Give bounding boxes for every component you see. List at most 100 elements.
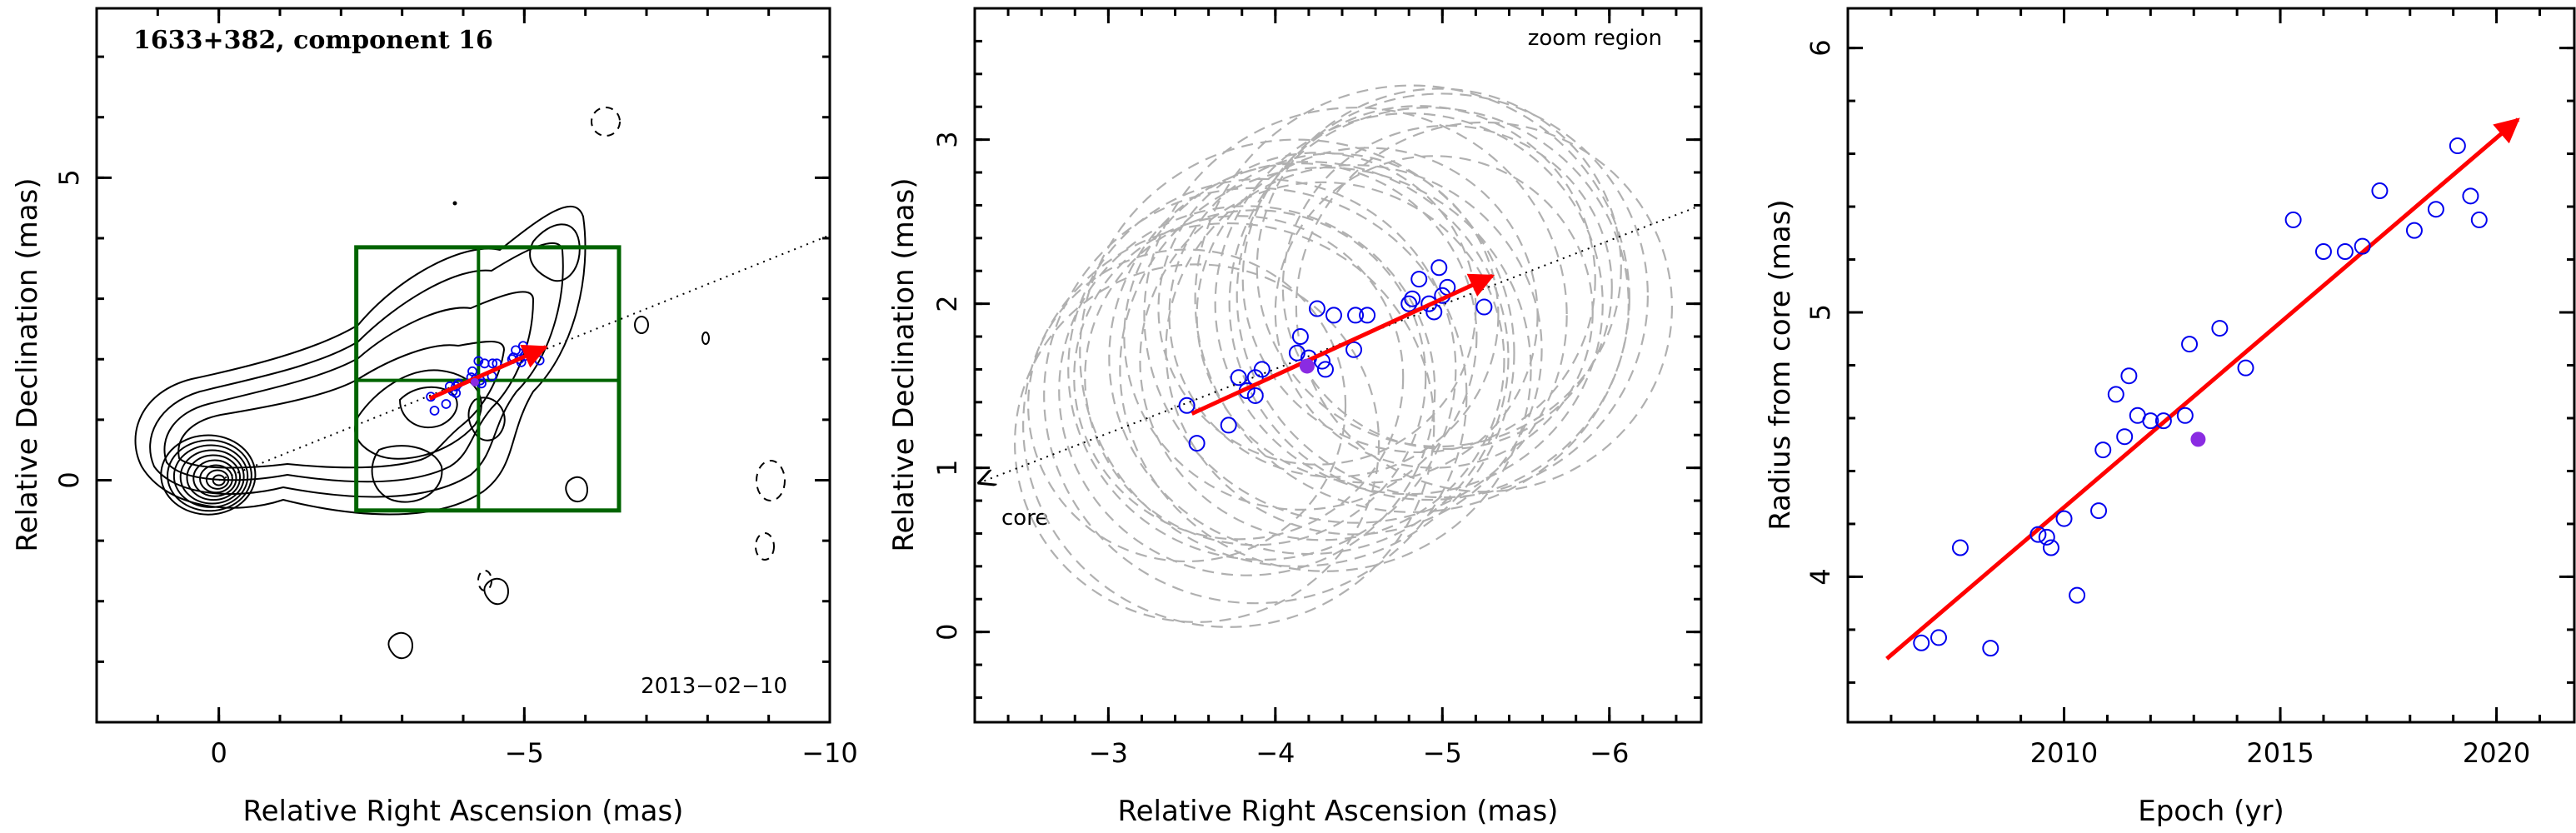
radius-point	[2142, 412, 2159, 430]
panel2-ylabel: Relative Declination (mas)	[887, 177, 921, 551]
beam-circle	[1139, 181, 1505, 541]
radius-point	[2176, 407, 2194, 424]
component-position	[1291, 328, 1309, 346]
component-position-marker	[511, 345, 521, 356]
panel3-xlabel: Epoch (yr)	[2138, 795, 2284, 828]
radius-point	[2314, 243, 2332, 261]
beam-circle	[1281, 124, 1613, 451]
component-position	[1347, 307, 1365, 324]
p2-ytick-label: 0	[931, 623, 963, 640]
beam-circle	[1236, 92, 1649, 499]
p1-ytick-label: 0	[53, 471, 85, 488]
panel3-ylabel: Radius from core (mas)	[1764, 199, 1797, 530]
highlight-marker	[470, 377, 479, 387]
component-position	[1475, 298, 1493, 316]
radius-point	[2371, 182, 2389, 200]
p1-xtick-label: −10	[801, 737, 858, 769]
jet-contour	[163, 291, 535, 483]
radius-point	[2038, 528, 2055, 546]
radius-point	[2055, 510, 2073, 527]
p2-ytick-label: 2	[931, 295, 963, 312]
jet-contour	[354, 369, 482, 460]
jet-contour	[177, 341, 506, 469]
component-position	[1359, 307, 1376, 324]
beam-circle	[1108, 161, 1510, 556]
p2-xtick-label: −3	[1089, 737, 1128, 769]
jet-contour	[565, 476, 589, 503]
beam-circle	[1196, 147, 1539, 484]
isolated-contour	[701, 332, 710, 345]
p3-ytick-label: 6	[1805, 39, 1836, 56]
component-position	[1404, 290, 1421, 307]
component-position	[1345, 341, 1363, 358]
radius-point	[2470, 211, 2488, 228]
component-position	[1188, 435, 1206, 452]
jet-contour	[483, 577, 510, 606]
radius-point	[1982, 640, 1999, 657]
beam-circles	[1014, 84, 1674, 628]
beam-circle	[1027, 248, 1347, 563]
fit-arrow	[1885, 117, 2520, 661]
core-contour	[167, 439, 252, 512]
component-position-marker	[487, 358, 498, 369]
beam-circle	[1014, 263, 1380, 623]
radius-point	[2154, 412, 2172, 430]
component-position	[1253, 361, 1271, 378]
radius-point	[1930, 629, 1947, 646]
radius-point	[2090, 502, 2108, 520]
radius-point	[2120, 367, 2138, 385]
beam-circle	[1274, 155, 1594, 469]
p1-xtick-label: 0	[210, 737, 227, 769]
beam-circle	[1165, 164, 1543, 536]
jet-contour	[529, 223, 581, 282]
radius-point	[2462, 187, 2479, 205]
negative-contour	[755, 532, 775, 561]
radius-point	[2449, 137, 2466, 155]
radius-point	[2405, 222, 2423, 239]
negative-contours	[477, 107, 786, 591]
negative-contour	[591, 107, 621, 137]
beam-circle	[1067, 177, 1457, 561]
radius-point	[1913, 634, 1930, 651]
radius-point	[2427, 201, 2444, 218]
jet-contour	[149, 242, 564, 498]
beam-circle	[1073, 215, 1405, 541]
motion-arrow	[1191, 273, 1495, 416]
radius-point	[2336, 243, 2354, 261]
beam-circle	[1123, 162, 1478, 511]
p3-xtick-label: 2010	[2030, 737, 2098, 769]
panel2-frame	[973, 7, 1703, 724]
p1-xtick-label: −5	[505, 737, 544, 769]
component-position-marker	[429, 406, 440, 416]
beam-circle	[1228, 107, 1630, 501]
panel1-frame	[95, 7, 831, 724]
p2-xtick-label: −4	[1256, 737, 1295, 769]
p1-ytick-label: 5	[53, 169, 85, 186]
core-contour	[192, 459, 237, 497]
jet-contour	[134, 205, 587, 516]
panel2-xlabel: Relative Right Ascension (mas)	[1118, 795, 1559, 828]
radius-point	[2094, 441, 2112, 459]
radius-point	[2181, 336, 2199, 353]
beam-circle	[1295, 121, 1674, 493]
p3-ytick-label: 5	[1805, 304, 1836, 321]
core-contour	[199, 464, 233, 494]
panel3-frame	[1846, 7, 2576, 724]
p3-ytick-label: 4	[1805, 568, 1836, 585]
component-position	[1400, 295, 1418, 312]
panel-contour-map: 1633+382, component 16 2013−02−10 Relati…	[11, 7, 858, 828]
motion-arrow	[428, 344, 548, 401]
negative-contour	[756, 460, 786, 501]
negative-contour	[477, 570, 492, 591]
beam-circle	[1256, 87, 1622, 448]
jet-contour	[467, 397, 506, 441]
radius-point	[2284, 211, 2302, 228]
radius-point	[2029, 526, 2047, 543]
radius-point	[1951, 539, 1969, 556]
panel1-xlabel: Relative Right Ascension (mas)	[243, 795, 684, 828]
radius-point	[2042, 539, 2059, 556]
radius-point	[2211, 320, 2229, 337]
beam-circle	[1214, 112, 1604, 496]
highlight-radius-point	[2190, 431, 2206, 447]
core-contour	[179, 449, 245, 505]
